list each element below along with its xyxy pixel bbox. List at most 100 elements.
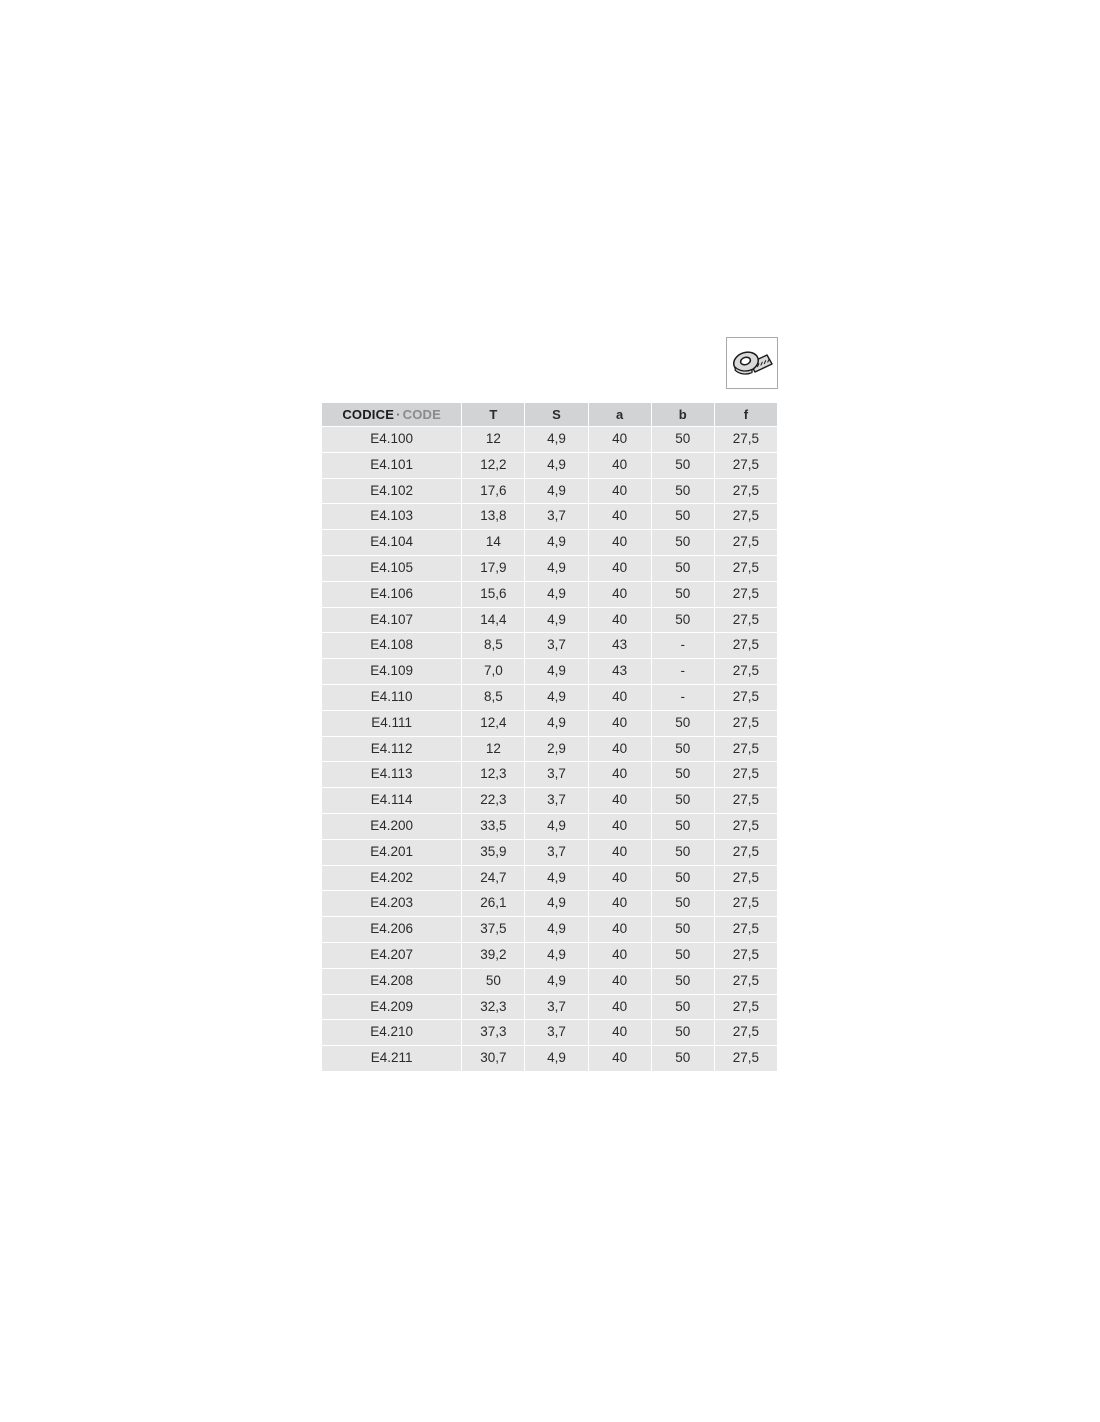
cell-S: 4,9 [525, 607, 588, 633]
cell-S: 3,7 [525, 633, 588, 659]
table-row: E4.110 8,5 4,9 40-27,5 [322, 684, 777, 710]
table-row: E4.101 12,2 4,9 40 50 27,5 [322, 452, 777, 478]
cell-code: E4.211 [322, 1046, 462, 1071]
cell-b: 50 [651, 710, 714, 736]
cell-code: E4.112 [322, 736, 462, 762]
cell-S: 3,7 [525, 994, 588, 1020]
table-row: E4.200 33,5 4,9 40 50 27,5 [322, 813, 777, 839]
cell-code: E4.104 [322, 530, 462, 555]
cell-f: 27,5 [714, 530, 777, 555]
cell-code: E4.108 [322, 633, 462, 659]
cell-b: 50 [651, 736, 714, 762]
cell-S: 4,9 [525, 942, 588, 968]
cell-T: 32,3 [462, 994, 525, 1020]
cell-S: 4,9 [525, 530, 588, 555]
cell-T: 35,9 [462, 839, 525, 865]
cell-a: 43 [588, 633, 651, 659]
cell-T: 30,7 [462, 1046, 525, 1071]
cell-b: 50 [651, 942, 714, 968]
cell-S: 4,9 [525, 427, 588, 452]
cell-f: 27,5 [714, 607, 777, 633]
cell-a: 40 [588, 581, 651, 607]
table-row: E4.207 39,2 4,9 40 50 27,5 [322, 942, 777, 968]
table-row: E4.201 35,9 3,7 40 50 27,5 [322, 839, 777, 865]
cell-T: 12,3 [462, 762, 525, 788]
cell-code: E4.208 [322, 968, 462, 994]
cell-a: 40 [588, 762, 651, 788]
cell-b: 50 [651, 452, 714, 478]
cell-a: 40 [588, 1046, 651, 1071]
cell-f: 27,5 [714, 478, 777, 504]
column-header-a: a [588, 403, 651, 426]
cell-code: E4.207 [322, 942, 462, 968]
cell-S: 4,9 [525, 581, 588, 607]
cell-b: 50 [651, 504, 714, 530]
cell-a: 40 [588, 427, 651, 452]
cell-a: 40 [588, 917, 651, 942]
cell-code: E4.209 [322, 994, 462, 1020]
cell-f: 27,5 [714, 555, 777, 581]
cell-b: 50 [651, 1046, 714, 1071]
cell-code: E4.203 [322, 891, 462, 917]
cell-b: - [651, 659, 714, 684]
cell-S: 4,9 [525, 710, 588, 736]
cell-f: 27,5 [714, 504, 777, 530]
cell-f: 27,5 [714, 813, 777, 839]
cell-a: 40 [588, 994, 651, 1020]
table-row: E4.114 22,3 3,7 40 50 27,5 [322, 788, 777, 813]
cell-b: 50 [651, 994, 714, 1020]
cell-b: 50 [651, 762, 714, 788]
cell-T: 33,5 [462, 813, 525, 839]
cell-S: 4,9 [525, 659, 588, 684]
column-header-t: T [462, 403, 525, 426]
table-row: E4.108 8,5 3,7 43-27,5 [322, 633, 777, 659]
table-row: E4.107 14,4 4,9 40 50 27,5 [322, 607, 777, 633]
cell-S: 4,9 [525, 555, 588, 581]
cell-b: 50 [651, 1020, 714, 1046]
cell-f: 27,5 [714, 865, 777, 891]
cell-T: 12 [462, 427, 525, 452]
cell-b: 50 [651, 555, 714, 581]
cell-f: 27,5 [714, 736, 777, 762]
cell-f: 27,5 [714, 659, 777, 684]
cell-a: 40 [588, 736, 651, 762]
cell-code: E4.111 [322, 710, 462, 736]
column-header-code-it: CODICE [342, 407, 395, 422]
cell-code: E4.201 [322, 839, 462, 865]
cell-b: 50 [651, 427, 714, 452]
table-row: E4.105 17,9 4,9 40 50 27,5 [322, 555, 777, 581]
table-row: E4.106 15,6 4,9 40 50 27,5 [322, 581, 777, 607]
cell-b: 50 [651, 839, 714, 865]
cell-T: 15,6 [462, 581, 525, 607]
cell-f: 27,5 [714, 839, 777, 865]
cell-T: 37,5 [462, 917, 525, 942]
cell-T: 14,4 [462, 607, 525, 633]
cell-a: 40 [588, 891, 651, 917]
cell-f: 27,5 [714, 427, 777, 452]
cell-b: 50 [651, 968, 714, 994]
cell-a: 40 [588, 968, 651, 994]
table-row: E4.203 26,1 4,9 40 50 27,5 [322, 891, 777, 917]
column-header-b: b [651, 403, 714, 426]
cell-b: 50 [651, 478, 714, 504]
cell-code: E4.210 [322, 1020, 462, 1046]
cell-S: 4,9 [525, 684, 588, 710]
cell-f: 27,5 [714, 917, 777, 942]
table-row: E4.211 30,7 4,9 40 50 27,5 [322, 1046, 777, 1071]
cell-code: E4.110 [322, 684, 462, 710]
cell-S: 4,9 [525, 968, 588, 994]
cell-S: 3,7 [525, 504, 588, 530]
cell-a: 40 [588, 788, 651, 813]
cell-a: 40 [588, 504, 651, 530]
table-row: E4.113 12,3 3,7 40 50 27,5 [322, 762, 777, 788]
cell-f: 27,5 [714, 633, 777, 659]
table-body: E4.100 12 4,9 40 50 27,5 E4.101 12,2 4,9 40 50 27,5… [322, 427, 777, 1071]
table-row: E4.209 32,3 3,7 40 50 27,5 [322, 994, 777, 1020]
cell-code: E4.109 [322, 659, 462, 684]
table-row: E4.103 13,8 3,7 40 50 27,5 [322, 504, 777, 530]
cell-code: E4.102 [322, 478, 462, 504]
table-row: E4.210 37,3 3,7 40 50 27,5 [322, 1020, 777, 1046]
table-row: E4.109 7,0 4,9 43-27,5 [322, 659, 777, 684]
cell-a: 40 [588, 530, 651, 555]
cell-T: 26,1 [462, 891, 525, 917]
